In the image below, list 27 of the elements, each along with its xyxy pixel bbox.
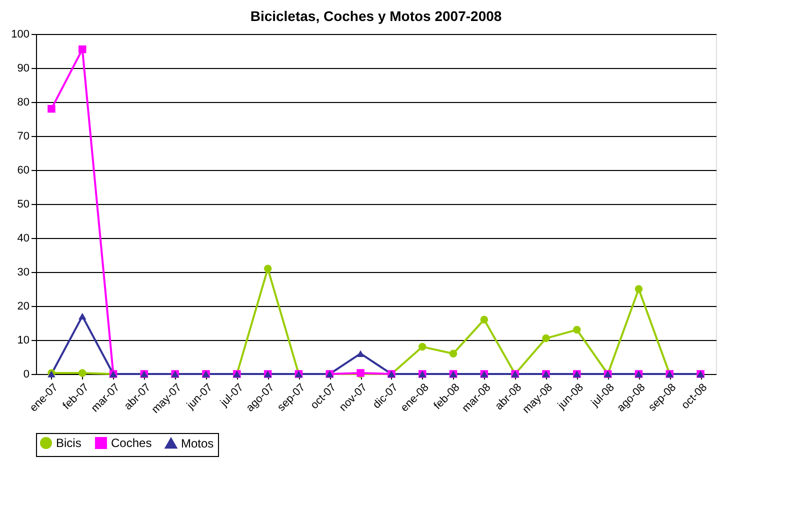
y-tick-label: 40 [17, 232, 30, 244]
y-tick-label: 10 [17, 334, 30, 346]
legend-label: Motos [181, 436, 214, 450]
point [542, 334, 550, 342]
point [264, 264, 272, 272]
point [449, 350, 458, 358]
point [78, 45, 86, 54]
legend-label: Bicis [56, 436, 82, 450]
y-tick-label: 70 [17, 130, 30, 142]
point [573, 326, 581, 334]
y-tick-label: 50 [17, 198, 30, 210]
legend-label: Coches [111, 436, 152, 450]
y-tick-label: 80 [17, 96, 30, 108]
y-tick-label: 90 [17, 62, 30, 74]
point [634, 285, 643, 293]
y-tick-label: 0 [23, 368, 30, 380]
chart-title: Bicicletas, Coches y Motos 2007-2008 [250, 8, 502, 24]
point [418, 342, 426, 351]
y-tick-label: 20 [17, 300, 30, 312]
point [78, 369, 86, 377]
point [48, 104, 56, 113]
y-tick-label: 30 [17, 266, 30, 278]
point [480, 316, 488, 324]
point [78, 312, 86, 320]
y-tick-label: 100 [11, 28, 30, 40]
point [356, 350, 364, 357]
y-tick-label: 60 [17, 164, 30, 176]
